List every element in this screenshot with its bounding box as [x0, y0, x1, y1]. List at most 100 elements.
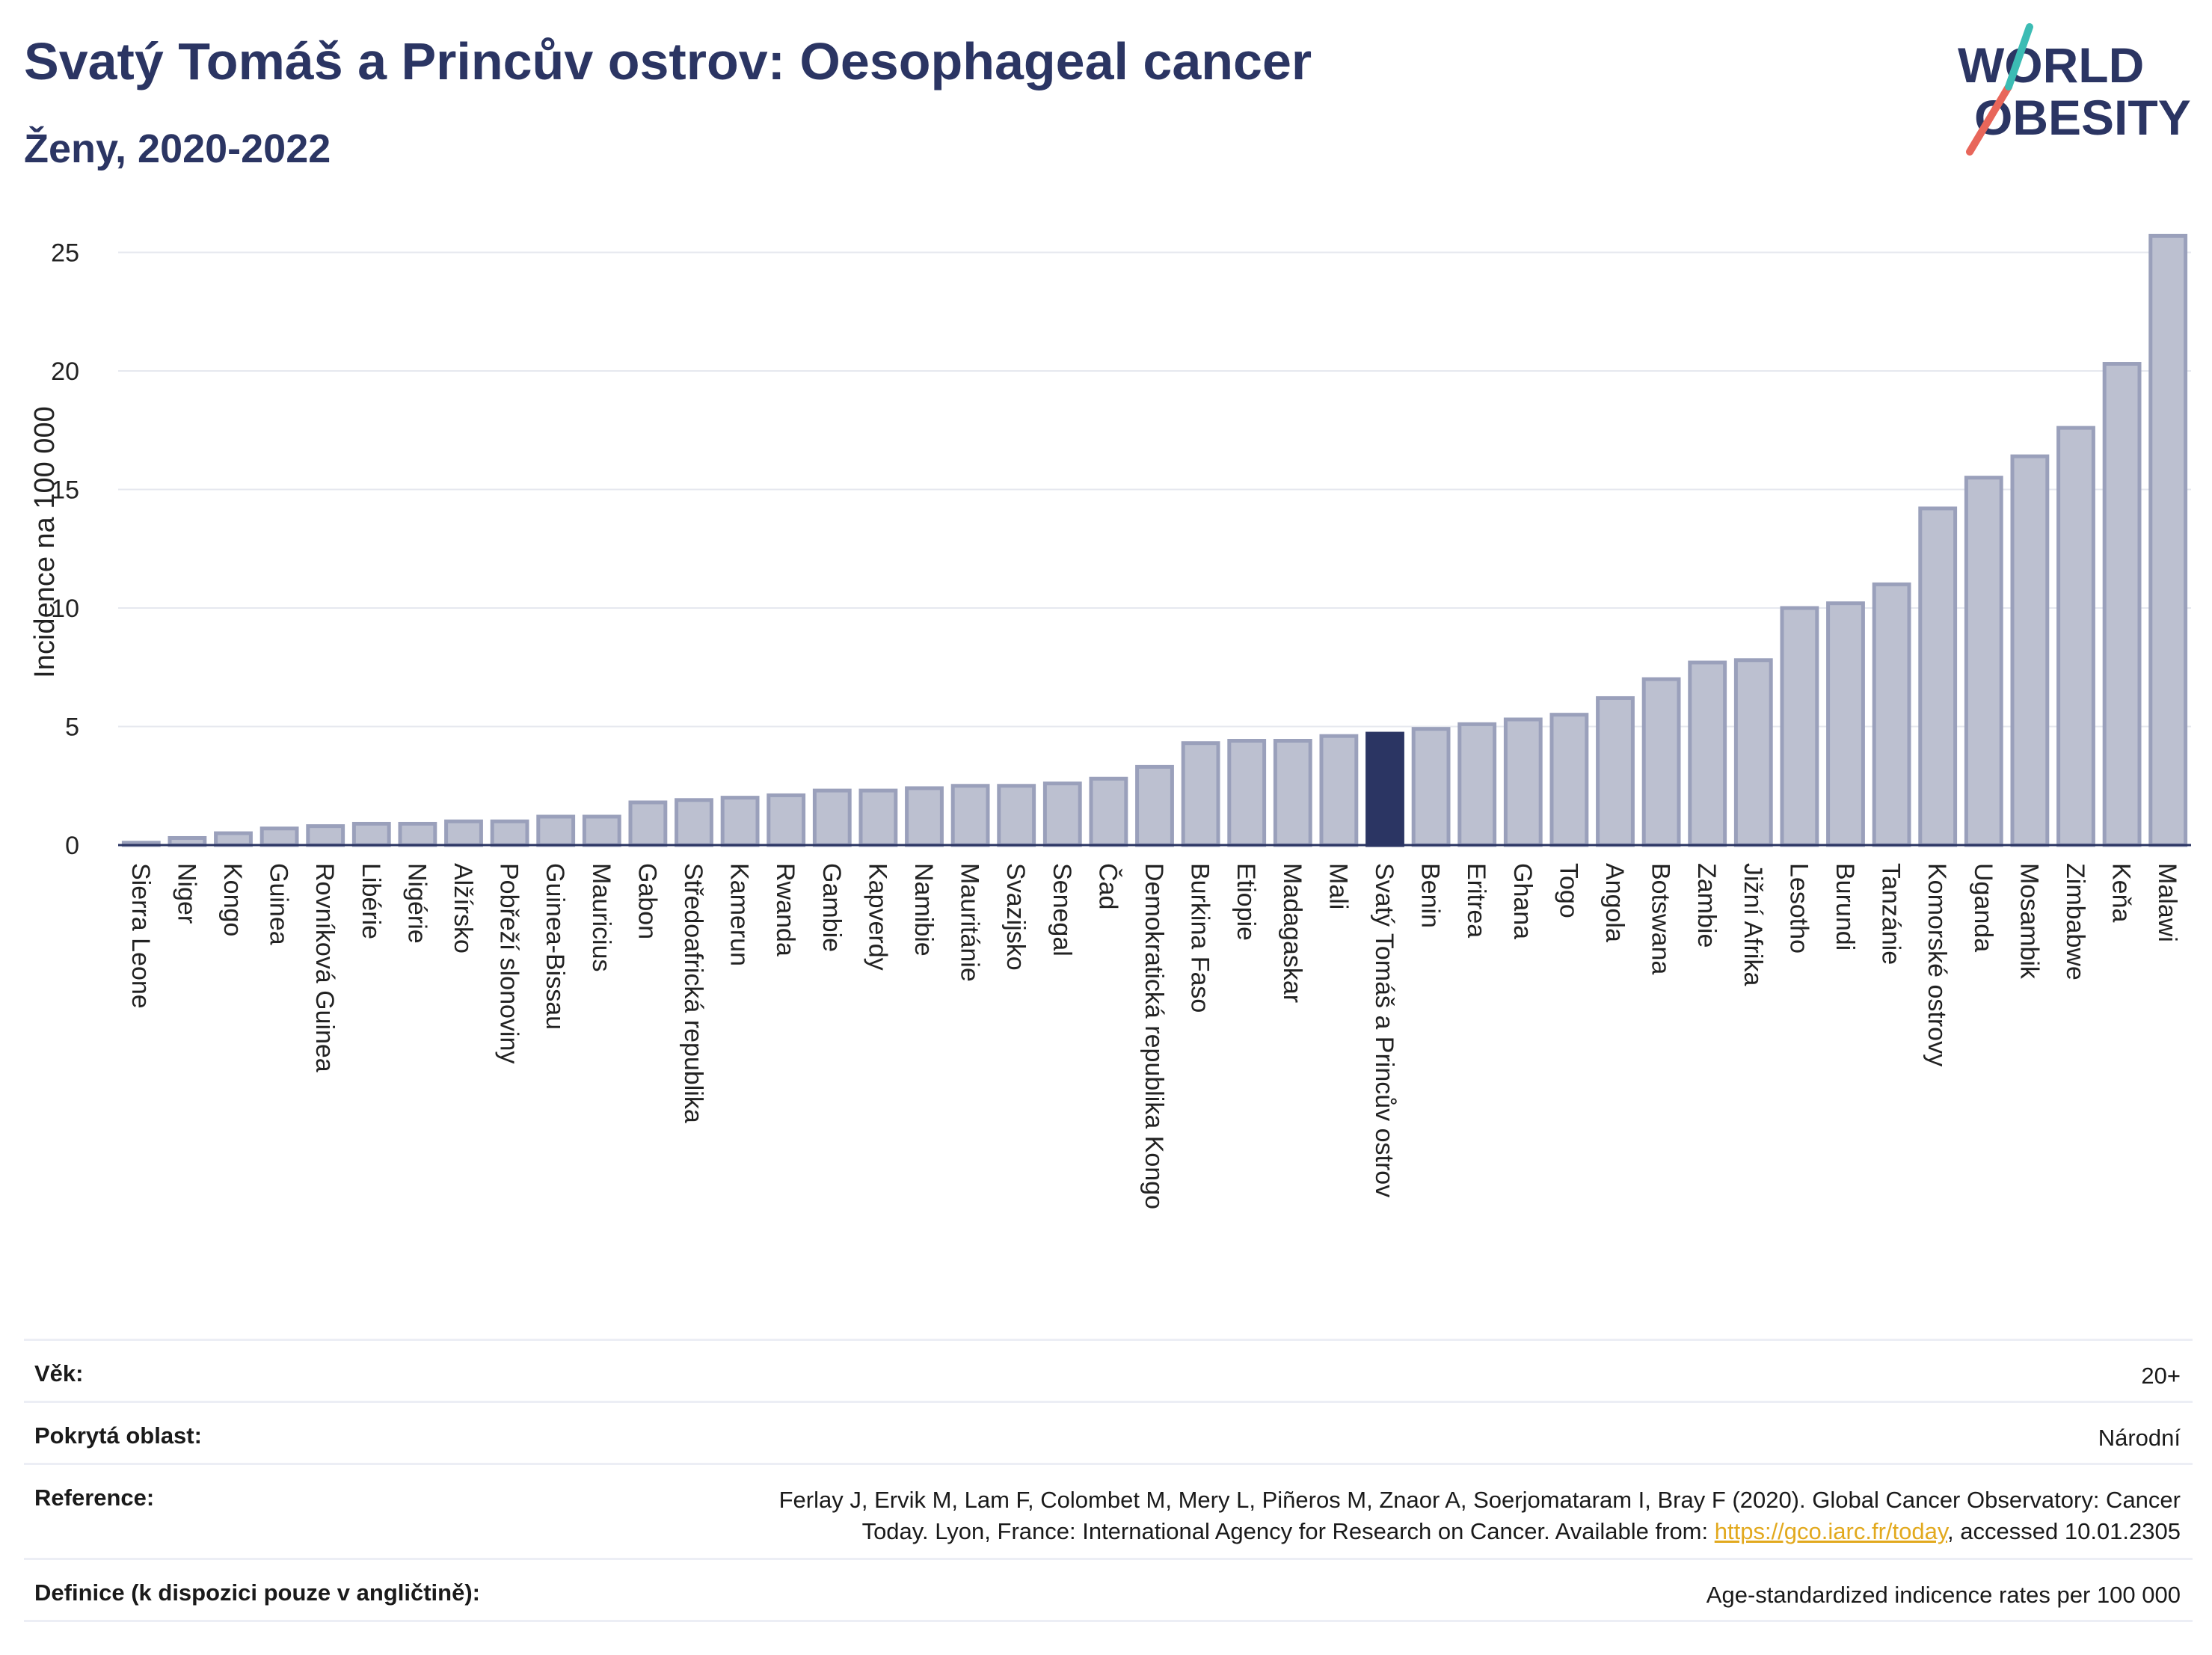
x-tick-label: Mauritánie	[956, 863, 984, 982]
bar-34	[1641, 677, 1681, 847]
chart-title: Svatý Tomáš a Princův ostrov: Oesophagea…	[24, 32, 1312, 90]
info-key-age: Věk:	[34, 1360, 84, 1387]
bar-3	[214, 831, 253, 847]
x-tick-label: Zimbabwe	[2061, 863, 2089, 980]
bar-36	[1733, 658, 1773, 847]
bar-20	[997, 784, 1036, 847]
bar-30	[1457, 722, 1497, 847]
x-tick-labels: Sierra Leone Niger Kongo Guinea Rovníková Gu…	[126, 863, 2181, 1209]
x-tick-label: Pobřeží slonoviny	[495, 863, 523, 1063]
x-tick-label: Madagaskar	[1278, 863, 1306, 1003]
bar-37	[1780, 606, 1819, 847]
bar-14	[720, 796, 760, 847]
x-tick-label: Sierra Leone	[126, 863, 155, 1009]
x-tick-label: Ghana	[1508, 863, 1537, 939]
bar-12	[628, 800, 668, 847]
logo-slash-red	[1966, 83, 2012, 156]
x-tick-label: Gambie	[817, 863, 846, 952]
y-tick-label: 15	[51, 476, 79, 505]
bar-32	[1549, 713, 1589, 847]
bar-10	[536, 814, 576, 847]
x-tick-label: Kamerun	[725, 863, 754, 966]
bar-40	[1918, 506, 1958, 847]
x-tick-label: Niger	[172, 863, 200, 924]
x-tick-label: Angola	[1600, 863, 1629, 942]
bar-43	[2056, 426, 2095, 847]
x-tick-label: Tanzánie	[1877, 863, 1905, 965]
x-tick-label: Rwanda	[771, 863, 799, 957]
info-key-reference: Reference:	[34, 1484, 155, 1511]
bar-42	[2010, 454, 2050, 847]
bar-7	[398, 821, 437, 847]
x-tick-label: Komorské ostrovy	[1923, 863, 1951, 1066]
bars	[121, 233, 2188, 847]
x-tick-label: Malawi	[2153, 863, 2181, 942]
x-tick-label: Eritrea	[1462, 863, 1490, 938]
bar-4	[259, 826, 299, 847]
x-tick-label: Středoafrická republika	[679, 863, 707, 1123]
x-tick-label: Alžírsko	[449, 863, 477, 954]
bar-8	[444, 819, 483, 847]
bar-41	[1964, 476, 2003, 847]
bar-15	[766, 793, 806, 847]
reference-link[interactable]: https://gco.iarc.fr/today	[1714, 1518, 1948, 1544]
x-tick-label: Svazijsko	[1001, 863, 1030, 971]
x-tick-label: Uganda	[1969, 863, 1997, 952]
info-row-reference: Reference: Ferlay J, Ervik M, Lam F, Col…	[24, 1463, 2193, 1558]
bar-chart: 0 5 10 15 20 25 Sierra Leone Niger Kongo Guinea R…	[29, 233, 2191, 1209]
bar-16	[812, 788, 852, 847]
bar-25	[1227, 739, 1267, 847]
logo-line2: OBESITY	[1974, 90, 2191, 145]
x-tick-label: Zambie	[1692, 863, 1721, 948]
x-tick-label: Jižní Afrika	[1739, 863, 1767, 986]
x-tick-label: Lesotho	[1784, 863, 1813, 954]
bar-39	[1872, 582, 1911, 847]
x-tick-label: Nigérie	[402, 863, 431, 944]
y-tick-label: 20	[51, 357, 79, 386]
x-tick-label: Gabon	[633, 863, 661, 939]
world-obesity-logo: WORLD OBESITY	[1958, 23, 2191, 156]
bar-27	[1319, 734, 1359, 847]
bar-44	[2102, 362, 2142, 847]
x-tick-label: Čad	[1093, 863, 1122, 909]
y-tick-label: 10	[51, 595, 79, 623]
info-key-definition: Definice (k dispozici pouze v angličtině…	[34, 1579, 480, 1606]
bar-33	[1596, 696, 1635, 847]
x-tick-label: Libérie	[357, 863, 385, 939]
x-tick-label: Kongo	[218, 863, 247, 936]
bar-26	[1273, 739, 1312, 847]
reference-line2-pre: Today. Lyon, France: International Agenc…	[861, 1518, 1715, 1544]
bar-29	[1411, 727, 1451, 847]
bar-17	[858, 788, 898, 847]
x-tick-label: Guinea	[265, 863, 293, 945]
bar-35	[1688, 660, 1727, 847]
bar-24	[1181, 741, 1220, 847]
info-table: Věk: 20+ Pokrytá oblast: Národní Referen…	[24, 1339, 2193, 1622]
y-axis-label: Incidence na 100 000	[29, 406, 61, 678]
x-tick-label: Burkina Faso	[1186, 863, 1214, 1013]
bar-22	[1089, 776, 1128, 847]
y-tick-labels: 0 5 10 15 20 25	[51, 239, 79, 860]
bar-11	[582, 814, 621, 847]
bar-31	[1503, 717, 1543, 847]
x-tick-label: Mauricius	[587, 863, 615, 971]
bar-23	[1135, 764, 1174, 847]
chart-subtitle: Ženy, 2020-2022	[24, 126, 331, 171]
bar-45	[2148, 233, 2188, 847]
x-tick-label: Etiopie	[1232, 863, 1260, 941]
x-tick-label: Botswana	[1647, 863, 1675, 974]
reference-line2-post: , accessed 10.01.2305	[1947, 1518, 2181, 1544]
bar-18	[905, 786, 944, 847]
x-tick-label: Kapverdy	[863, 863, 891, 971]
bar-13	[675, 798, 713, 847]
y-tick-label: 25	[51, 239, 79, 268]
info-value-age: 20+	[2141, 1363, 2181, 1389]
info-value-definition: Age-standardized indicence rates per 100…	[1706, 1582, 2181, 1608]
x-tick-label: Senegal	[1048, 863, 1076, 957]
x-tick-label: Burundi	[1831, 863, 1859, 951]
x-tick-label: Demokratická republika Kongo	[1140, 863, 1168, 1209]
logo-slash-teal	[2005, 23, 2033, 90]
info-row-coverage: Pokrytá oblast: Národní	[24, 1401, 2193, 1463]
info-row-definition: Definice (k dispozici pouze v angličtině…	[24, 1558, 2193, 1622]
y-tick-label: 5	[65, 713, 79, 742]
